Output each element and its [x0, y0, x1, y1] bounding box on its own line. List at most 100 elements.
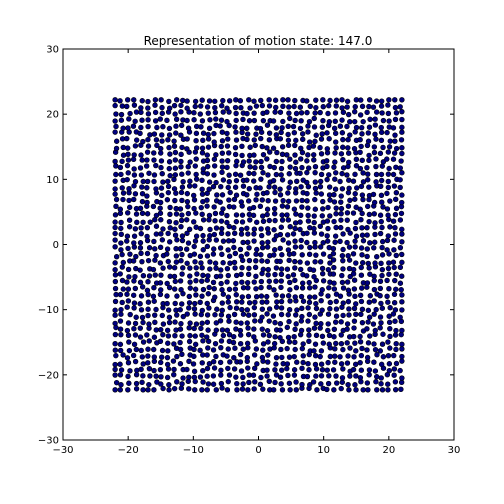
scatter-point: [360, 260, 366, 266]
scatter-point: [327, 97, 333, 104]
scatter-point: [333, 340, 339, 347]
scatter-point: [273, 132, 280, 138]
scatter-point: [392, 231, 399, 237]
scatter-point: [339, 97, 345, 103]
scatter-point: [160, 321, 167, 327]
scatter-point: [319, 307, 325, 313]
scatter-point: [292, 339, 298, 346]
scatter-point: [344, 279, 351, 285]
scatter-point: [124, 355, 131, 361]
scatter-point: [385, 178, 391, 185]
scatter-point: [186, 226, 193, 232]
scatter-point: [172, 165, 179, 171]
scatter-point: [312, 179, 318, 185]
scatter-point: [233, 319, 239, 325]
scatter-point: [277, 245, 283, 252]
scatter-point: [397, 314, 403, 321]
scatter-point: [119, 277, 126, 284]
scatter-point: [352, 171, 358, 178]
scatter-point: [138, 250, 144, 257]
scatter-point: [297, 104, 303, 110]
scatter-point: [393, 205, 400, 212]
scatter-point: [337, 178, 343, 185]
scatter-point: [232, 250, 239, 257]
scatter-point: [247, 217, 253, 223]
scatter-point: [232, 184, 239, 190]
scatter-point: [224, 219, 230, 226]
scatter-point: [251, 334, 257, 340]
scatter-point: [299, 285, 306, 291]
scatter-point: [204, 152, 210, 158]
scatter-point: [399, 239, 405, 245]
scatter-point: [191, 219, 197, 225]
scatter-point: [311, 152, 317, 158]
scatter-point: [198, 124, 204, 130]
scatter-point: [252, 318, 258, 324]
scatter-point: [378, 124, 384, 131]
scatter-point: [191, 353, 197, 360]
scatter-point: [325, 293, 331, 299]
scatter-point: [365, 340, 372, 346]
scatter-point: [359, 232, 366, 238]
scatter-point: [145, 105, 151, 111]
scatter-point: [345, 150, 352, 156]
scatter-point: [399, 292, 405, 298]
scatter-point: [293, 379, 299, 385]
scatter-point: [352, 104, 358, 110]
scatter-point: [358, 183, 365, 190]
scatter-point: [340, 231, 346, 237]
scatter-point: [264, 367, 270, 373]
scatter-point: [173, 190, 179, 196]
scatter-point: [386, 260, 392, 266]
scatter-point: [380, 117, 387, 124]
scatter-point: [345, 226, 351, 233]
scatter-point: [225, 378, 231, 385]
scatter-point: [166, 159, 173, 165]
scatter-point: [324, 163, 330, 170]
scatter-point: [204, 334, 210, 340]
scatter-point: [185, 170, 191, 176]
scatter-point: [164, 251, 170, 257]
scatter-point: [178, 258, 184, 264]
scatter-point: [138, 172, 145, 178]
scatter-point: [118, 225, 124, 232]
scatter-point: [199, 211, 205, 217]
scatter-point: [171, 138, 177, 144]
scatter-point: [384, 277, 390, 284]
scatter-point: [191, 197, 198, 203]
scatter-point: [332, 118, 338, 125]
scatter-point: [379, 110, 385, 116]
scatter-point: [397, 177, 403, 183]
scatter-point: [284, 365, 290, 372]
scatter-point: [277, 374, 284, 380]
scatter-point: [352, 118, 358, 125]
scatter-point: [397, 244, 404, 251]
scatter-point: [284, 204, 291, 210]
scatter-point: [219, 251, 225, 258]
scatter-point: [392, 104, 399, 111]
scatter-point: [166, 314, 173, 321]
scatter-point: [278, 278, 284, 284]
scatter-point: [326, 341, 332, 347]
scatter-point: [139, 314, 146, 321]
scatter-point: [239, 306, 245, 313]
scatter-point: [366, 211, 373, 218]
scatter-point: [313, 132, 319, 138]
scatter-point: [139, 98, 145, 104]
scatter-point: [218, 218, 225, 224]
scatter-point: [164, 293, 170, 299]
scatter-point: [259, 314, 265, 320]
scatter-point: [272, 217, 278, 224]
scatter-point: [206, 125, 213, 131]
scatter-point: [391, 247, 397, 253]
scatter-point: [213, 179, 219, 186]
scatter-point: [337, 293, 344, 299]
scatter-point: [207, 266, 213, 272]
scatter-point: [305, 361, 311, 367]
scatter-point: [359, 131, 365, 137]
scatter-point: [251, 137, 257, 143]
scatter-point: [199, 360, 205, 366]
scatter-point: [233, 292, 239, 298]
scatter-point: [298, 145, 304, 152]
scatter-point: [124, 233, 131, 239]
